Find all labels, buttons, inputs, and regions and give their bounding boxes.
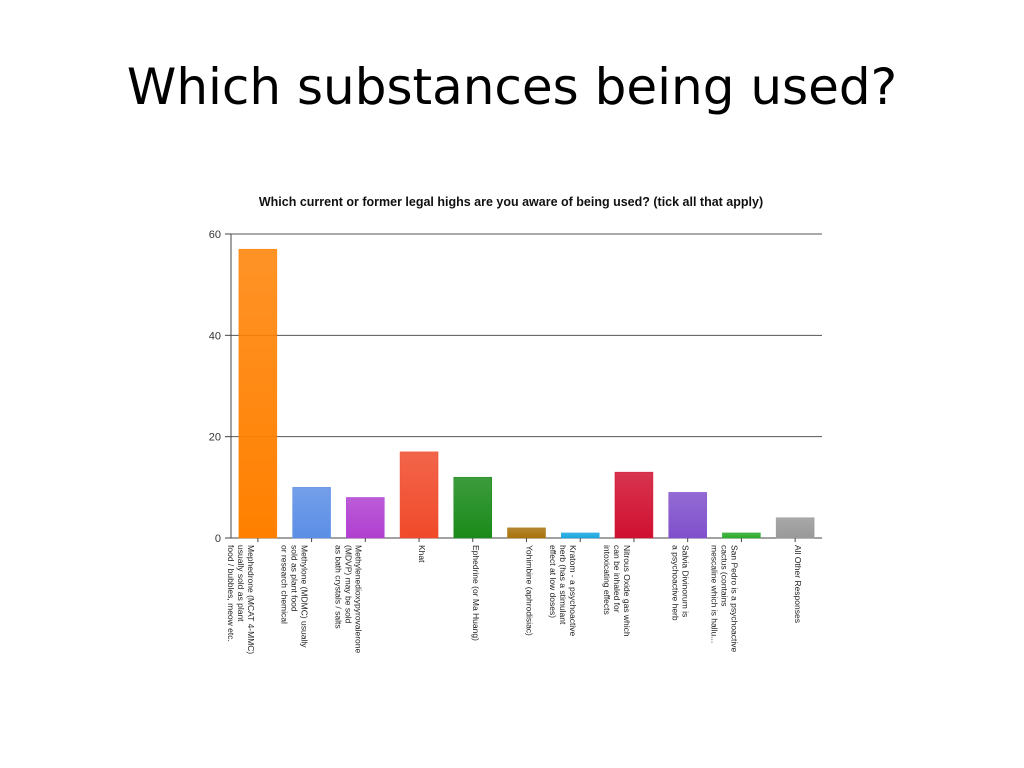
- category-label: Methylone (MDMC) usuallysold as plant fo…: [280, 545, 310, 648]
- bar: [238, 248, 278, 539]
- category-label: Yohimbine (aphrodisiac): [525, 545, 535, 636]
- category-label: All Other Responses: [793, 545, 803, 623]
- slide-title: Which substances being used?: [126, 58, 898, 116]
- bar: [399, 451, 439, 539]
- bars: [238, 248, 815, 539]
- y-tick-label: 0: [215, 533, 221, 545]
- bar: [668, 492, 707, 539]
- bar: [453, 476, 493, 539]
- chart-title: Which current or former legal highs are …: [259, 195, 763, 209]
- category-labels: Mephedrone (MCAT 4-MMC)usually sold as p…: [226, 545, 803, 654]
- category-label: Nitrous Oxide gas whichcan be inhaled fo…: [602, 545, 632, 637]
- bar: [775, 517, 815, 539]
- category-label: Kratom - a psychoactiveherb (has a stimu…: [548, 545, 578, 636]
- y-tick-label: 40: [209, 330, 221, 342]
- category-label: Khat: [417, 545, 427, 563]
- bar: [507, 527, 546, 539]
- y-tick-label: 20: [209, 432, 221, 444]
- bar: [292, 487, 331, 539]
- bar: [614, 471, 654, 539]
- category-label: Methylenedioxypyrovalerone(MDVP) may be …: [333, 545, 363, 653]
- y-tick-label: 60: [209, 229, 221, 241]
- axes: 0 20 40 60: [209, 229, 796, 545]
- bar: [346, 497, 385, 539]
- bar: [722, 532, 761, 539]
- bar: [560, 532, 600, 539]
- category-label: Ephedrine (or Ma Huang): [471, 545, 481, 641]
- category-label: Salvia Divinorum isa psychoactive herb: [671, 545, 691, 621]
- category-label: San Pedro is a psychoactivecactus (conta…: [709, 545, 739, 653]
- category-label: Mephedrone (MCAT 4-MMC)usually sold as p…: [226, 545, 256, 654]
